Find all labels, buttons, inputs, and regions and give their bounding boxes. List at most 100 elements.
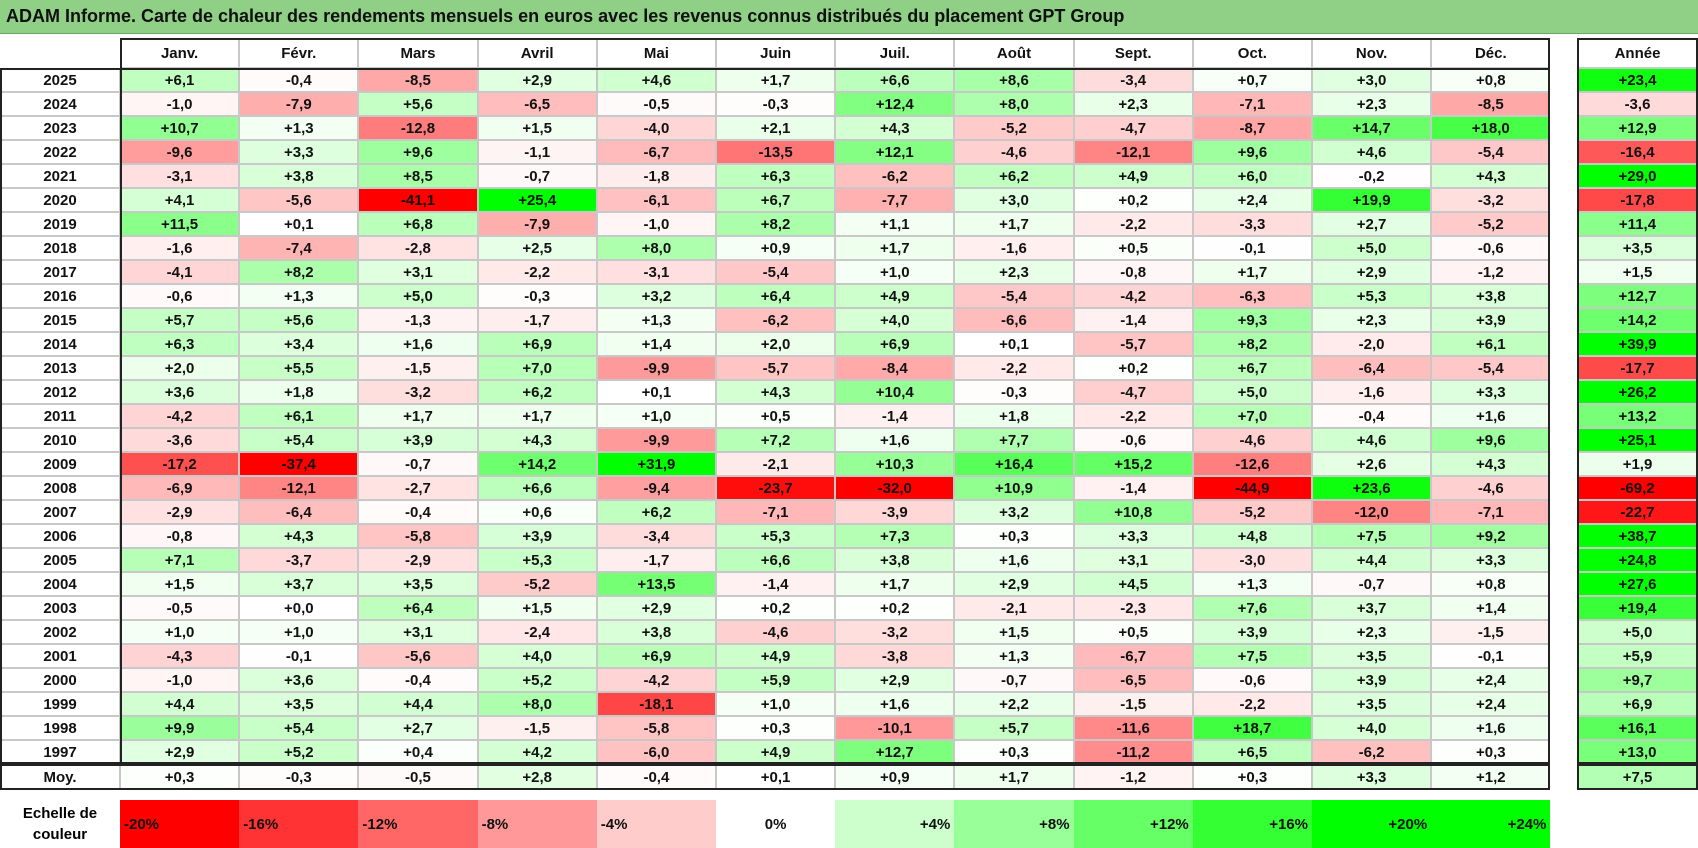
heatmap-cell: +3,9 xyxy=(1192,620,1312,644)
heatmap-cell: +2,9 xyxy=(596,596,716,620)
heatmap-cell: +3,7 xyxy=(1312,596,1432,620)
heatmap-cell: -3,2 xyxy=(358,380,478,404)
heatmap-cell: +6,9 xyxy=(477,332,597,356)
heatmap-cell: +5,4 xyxy=(239,428,359,452)
heatmap-cell: +5,5 xyxy=(239,356,359,380)
heatmap-cell: +6,9 xyxy=(835,332,955,356)
column-header: Avril xyxy=(477,38,597,68)
heatmap-cell: +25,4 xyxy=(477,188,597,212)
heatmap-cell: +0,0 xyxy=(239,596,359,620)
heatmap-cell: +1,1 xyxy=(835,212,955,236)
heatmap-cell: +7,3 xyxy=(835,524,955,548)
heatmap-cell: -5,7 xyxy=(1073,332,1193,356)
annual-total-cell: +12,7 xyxy=(1577,284,1698,308)
heatmap-cell: -2,3 xyxy=(1073,596,1193,620)
heatmap-cell: -1,5 xyxy=(1431,620,1551,644)
heatmap-cell: -6,2 xyxy=(835,164,955,188)
heatmap-cell: +2,9 xyxy=(477,68,597,92)
heatmap-cell: -0,1 xyxy=(1431,644,1551,668)
heatmap-cell: +4,3 xyxy=(239,524,359,548)
row-year-label: 2010 xyxy=(0,428,120,452)
heatmap-cell: +18,7 xyxy=(1192,716,1312,740)
heatmap-cell: +2,3 xyxy=(1312,308,1432,332)
heatmap-cell: -1,5 xyxy=(477,716,597,740)
heatmap-cell: -2,1 xyxy=(716,452,836,476)
row-year-label: 2000 xyxy=(0,668,120,692)
heatmap-cell: -4,2 xyxy=(596,668,716,692)
heatmap-cell: +6,1 xyxy=(120,68,240,92)
heatmap-cell: +11,5 xyxy=(120,212,240,236)
heatmap-cell: +8,2 xyxy=(1192,332,1312,356)
heatmap-cell: +16,4 xyxy=(954,452,1074,476)
heatmap-cell: -1,2 xyxy=(1431,260,1551,284)
heatmap-cell: +1,5 xyxy=(477,116,597,140)
heatmap-cell: +10,4 xyxy=(835,380,955,404)
heatmap-cell: +4,9 xyxy=(716,740,836,764)
heatmap-cell: -17,2 xyxy=(120,452,240,476)
heatmap-cell: -6,5 xyxy=(477,92,597,116)
heatmap-cell: +5,9 xyxy=(716,668,836,692)
legend-swatch: -4% xyxy=(596,800,716,848)
heatmap-cell: -0,4 xyxy=(358,668,478,692)
heatmap-cell: -0,1 xyxy=(239,644,359,668)
heatmap-cell: -3,4 xyxy=(596,524,716,548)
heatmap-cell: -2,2 xyxy=(477,260,597,284)
column-header: Mars xyxy=(358,38,478,68)
heatmap-cell: -4,2 xyxy=(1073,284,1193,308)
column-header: Juin xyxy=(716,38,836,68)
heatmap-cell: +3,0 xyxy=(954,188,1074,212)
average-cell: +1,7 xyxy=(954,764,1074,790)
heatmap-cell: -4,1 xyxy=(120,260,240,284)
heatmap-cell: -4,6 xyxy=(1192,428,1312,452)
heatmap-cell: -6,1 xyxy=(596,188,716,212)
legend-swatch: +4% xyxy=(835,800,955,848)
heatmap-cell: +6,6 xyxy=(835,68,955,92)
row-year-label: 2017 xyxy=(0,260,120,284)
heatmap-cell: -1,0 xyxy=(120,668,240,692)
heatmap-cell: -0,1 xyxy=(1192,236,1312,260)
heatmap-cell: +6,3 xyxy=(120,332,240,356)
heatmap-cell: +4,1 xyxy=(120,188,240,212)
heatmap-cell: +3,8 xyxy=(596,620,716,644)
heatmap-cell: -0,6 xyxy=(1073,428,1193,452)
heatmap-cell: +5,6 xyxy=(239,308,359,332)
heatmap-cell: +1,0 xyxy=(835,260,955,284)
heatmap-cell: +3,1 xyxy=(358,620,478,644)
heatmap-cell: +6,1 xyxy=(239,404,359,428)
heatmap-cell: +3,5 xyxy=(239,692,359,716)
row-year-label: 2008 xyxy=(0,476,120,500)
average-total-cell: +7,5 xyxy=(1577,764,1698,790)
average-cell: +0,3 xyxy=(120,764,240,790)
heatmap-cell: +0,1 xyxy=(954,332,1074,356)
heatmap-cell: -2,7 xyxy=(358,476,478,500)
row-year-label: 2022 xyxy=(0,140,120,164)
heatmap-cell: -8,4 xyxy=(835,356,955,380)
row-year-label: 1999 xyxy=(0,692,120,716)
heatmap-cell: -4,6 xyxy=(716,620,836,644)
heatmap-cell: +3,8 xyxy=(1431,284,1551,308)
row-year-label: 2002 xyxy=(0,620,120,644)
heatmap-cell: +12,4 xyxy=(835,92,955,116)
heatmap-cell: +1,4 xyxy=(596,332,716,356)
heatmap-cell: -1,4 xyxy=(1073,308,1193,332)
heatmap-cell: -4,0 xyxy=(596,116,716,140)
heatmap-cell: +13,5 xyxy=(596,572,716,596)
heatmap-cell: +1,0 xyxy=(120,620,240,644)
heatmap-cell: -1,1 xyxy=(477,140,597,164)
legend-swatch: 0% xyxy=(716,800,836,848)
heatmap-cell: +8,5 xyxy=(358,164,478,188)
heatmap-cell: +0,3 xyxy=(1431,740,1551,764)
row-year-label: 2016 xyxy=(0,284,120,308)
heatmap-cell: -2,4 xyxy=(477,620,597,644)
annual-total-cell: -17,7 xyxy=(1577,356,1698,380)
heatmap-cell: +5,2 xyxy=(477,668,597,692)
heatmap-cell: +9,6 xyxy=(358,140,478,164)
heatmap-cell: -32,0 xyxy=(835,476,955,500)
heatmap-cell: -2,8 xyxy=(358,236,478,260)
heatmap-cell: +7,5 xyxy=(1312,524,1432,548)
heatmap-cell: +2,4 xyxy=(1192,188,1312,212)
annual-total-cell: +6,9 xyxy=(1577,692,1698,716)
average-cell: +0,1 xyxy=(716,764,836,790)
heatmap-cell: +0,5 xyxy=(716,404,836,428)
